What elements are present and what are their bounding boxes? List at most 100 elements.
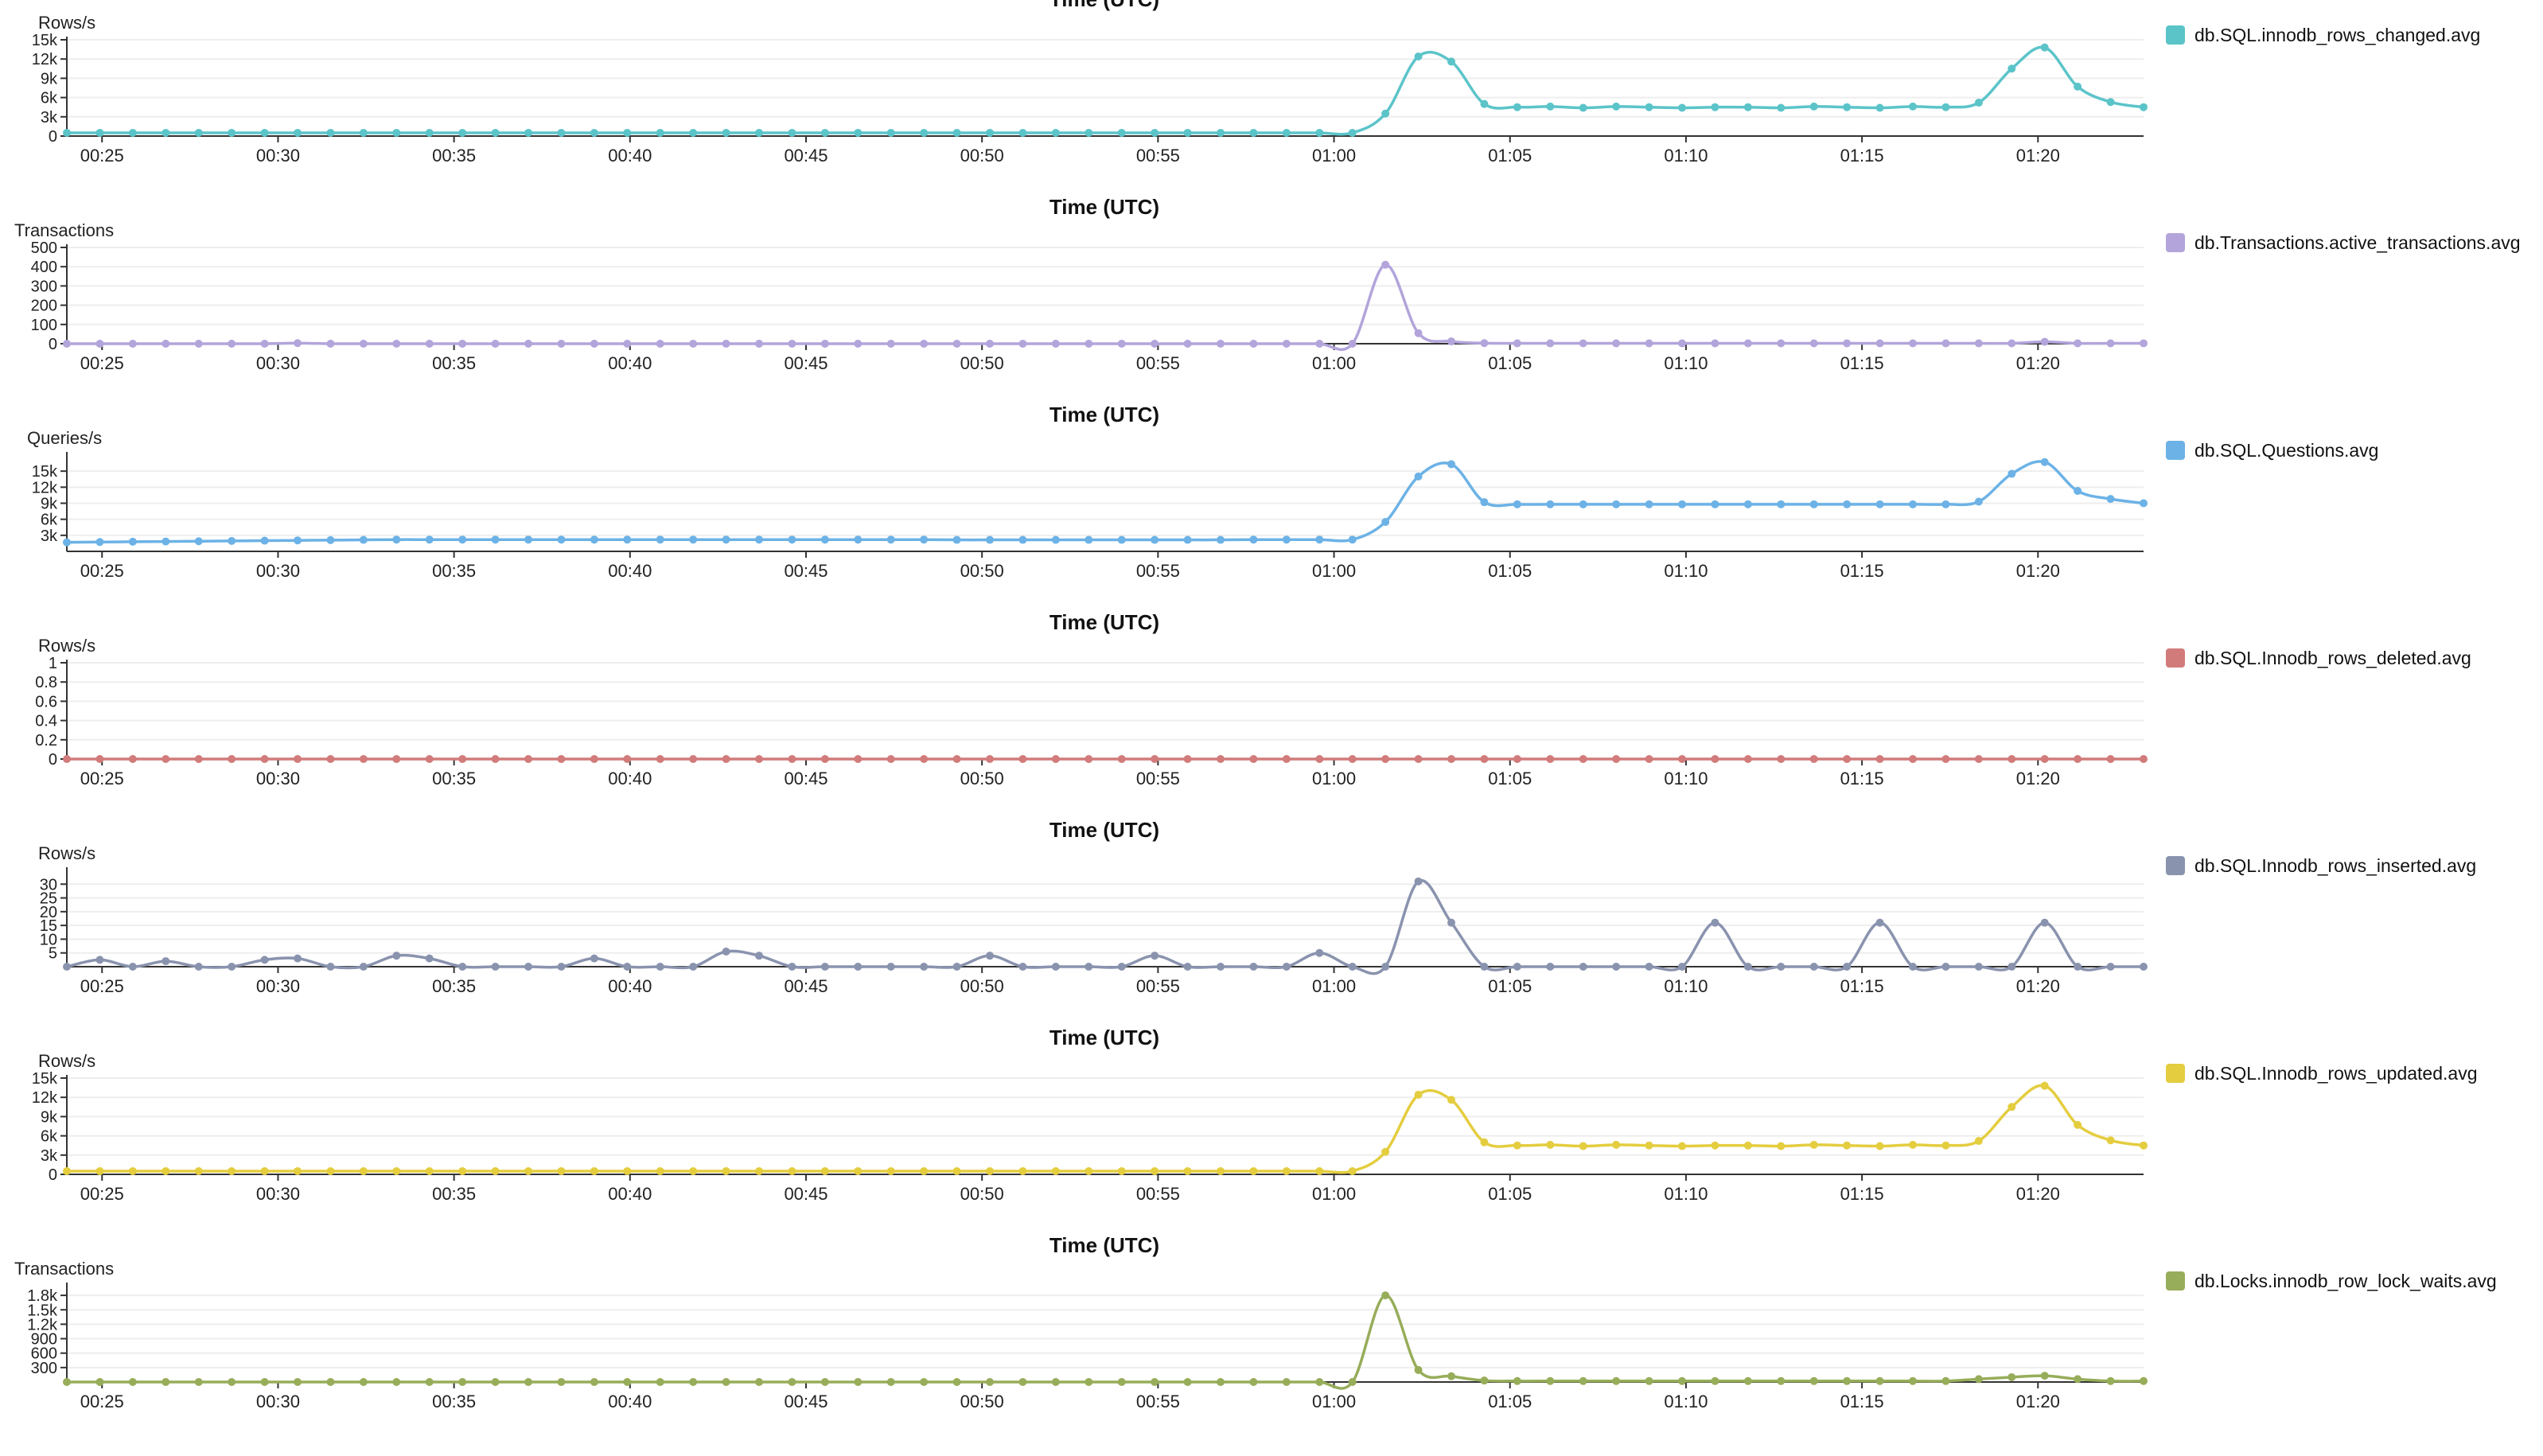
x-tick-label: 00:45 — [784, 769, 828, 788]
data-point — [1612, 755, 1621, 763]
data-point — [1183, 963, 1192, 971]
data-point — [2040, 457, 2049, 466]
data-point — [1678, 755, 1686, 763]
data-point — [1151, 1166, 1159, 1175]
x-tick-label: 01:05 — [1488, 146, 1532, 165]
chart-panel-7: Time (UTC) Transactions 3006009001.2k1.5k1… — [14, 1233, 2497, 1411]
x-tick-label: 01:15 — [1840, 1392, 1884, 1411]
data-point — [1414, 1090, 1423, 1099]
data-point — [722, 340, 730, 348]
x-tick-label: 00:50 — [960, 1184, 1004, 1204]
data-point — [294, 536, 302, 545]
data-point — [1282, 963, 1291, 971]
data-point — [1909, 339, 1917, 348]
data-point — [1348, 128, 1357, 137]
data-point — [1315, 1378, 1324, 1386]
data-point — [1018, 128, 1027, 137]
y-axis-label: Rows/s — [38, 1051, 95, 1071]
legend-label: db.SQL.innodb_rows_changed.avg — [2194, 25, 2480, 45]
data-point — [820, 535, 829, 544]
data-point — [1875, 500, 1884, 508]
data-point — [1777, 339, 1786, 348]
data-point — [2140, 1376, 2148, 1385]
data-point — [1348, 1166, 1357, 1175]
data-point — [2140, 339, 2148, 348]
data-point — [294, 339, 302, 348]
data-point — [228, 963, 236, 971]
legend-label: db.SQL.Innodb_rows_inserted.avg — [2194, 855, 2476, 876]
x-tick-label: 01:05 — [1488, 1392, 1532, 1411]
chart-panel-4: Time (UTC) Rows/s 0 0.2 0.4 0.6 0.8 1 00:25 00:30… — [35, 610, 2471, 788]
data-point — [1414, 52, 1423, 60]
data-point — [820, 340, 829, 348]
data-point — [886, 755, 895, 763]
y-tick-label: 0 — [49, 751, 57, 769]
data-point — [1348, 535, 1357, 544]
data-point — [194, 340, 203, 348]
y-axis-label: Transactions — [14, 1259, 114, 1279]
data-point — [1909, 102, 1917, 111]
x-tick-label: 01:00 — [1312, 1184, 1356, 1204]
data-point — [788, 128, 796, 137]
data-point — [1018, 755, 1027, 763]
data-point — [557, 1378, 566, 1386]
data-point — [1711, 755, 1719, 763]
data-point — [2106, 1136, 2115, 1145]
data-point — [326, 1378, 335, 1386]
x-tick-label: 00:55 — [1136, 1184, 1180, 1204]
y-tick-label: 0 — [49, 128, 57, 146]
data-point — [1777, 755, 1786, 763]
data-point — [1843, 1376, 1852, 1385]
chart-title: Time (UTC) — [1050, 403, 1159, 426]
data-point — [2008, 1103, 2016, 1111]
y-tick-label: 0.8 — [35, 674, 57, 691]
data-point — [425, 755, 434, 763]
data-point — [755, 952, 763, 960]
data-point — [590, 1378, 598, 1386]
data-point — [392, 952, 401, 960]
data-point — [1974, 755, 1983, 763]
data-point — [326, 755, 335, 763]
data-point — [1645, 103, 1653, 111]
data-point — [1711, 1376, 1719, 1385]
data-point — [359, 755, 368, 763]
data-point — [458, 1378, 467, 1386]
data-point — [1711, 1141, 1719, 1150]
data-point — [722, 1378, 730, 1386]
data-point — [1480, 963, 1489, 971]
data-point — [63, 1166, 71, 1175]
data-point — [1843, 500, 1852, 508]
data-point — [2074, 1375, 2082, 1384]
data-point — [95, 956, 104, 964]
data-point — [425, 535, 434, 544]
data-point — [1085, 963, 1093, 971]
data-point — [986, 1166, 994, 1175]
data-point — [95, 755, 104, 763]
data-point — [1117, 1166, 1126, 1175]
data-point — [294, 1166, 302, 1175]
y-tick-label: 1.5k — [27, 1302, 58, 1319]
data-point — [228, 340, 236, 348]
data-point — [1085, 535, 1093, 544]
data-point — [557, 755, 566, 763]
data-point — [1974, 1375, 1983, 1384]
data-point — [656, 340, 664, 348]
data-point — [1743, 1141, 1752, 1150]
x-tick-label: 01:05 — [1488, 769, 1532, 788]
y-axis-label: Rows/s — [38, 843, 95, 863]
x-tick-label: 00:50 — [960, 146, 1004, 165]
data-point — [2008, 469, 2016, 478]
data-point — [2140, 963, 2148, 971]
data-point — [1513, 1141, 1521, 1150]
data-point — [755, 1378, 763, 1386]
data-point — [689, 128, 698, 137]
data-point — [854, 755, 863, 763]
data-point — [886, 340, 895, 348]
data-point — [1447, 1096, 1455, 1104]
data-point — [128, 1166, 137, 1175]
y-tick-label: 200 — [31, 298, 57, 315]
x-tick-label: 00:45 — [784, 146, 828, 165]
x-tick-label: 00:35 — [432, 769, 476, 788]
x-tick-label: 00:45 — [784, 353, 828, 373]
y-tick-label: 15 — [40, 917, 57, 935]
